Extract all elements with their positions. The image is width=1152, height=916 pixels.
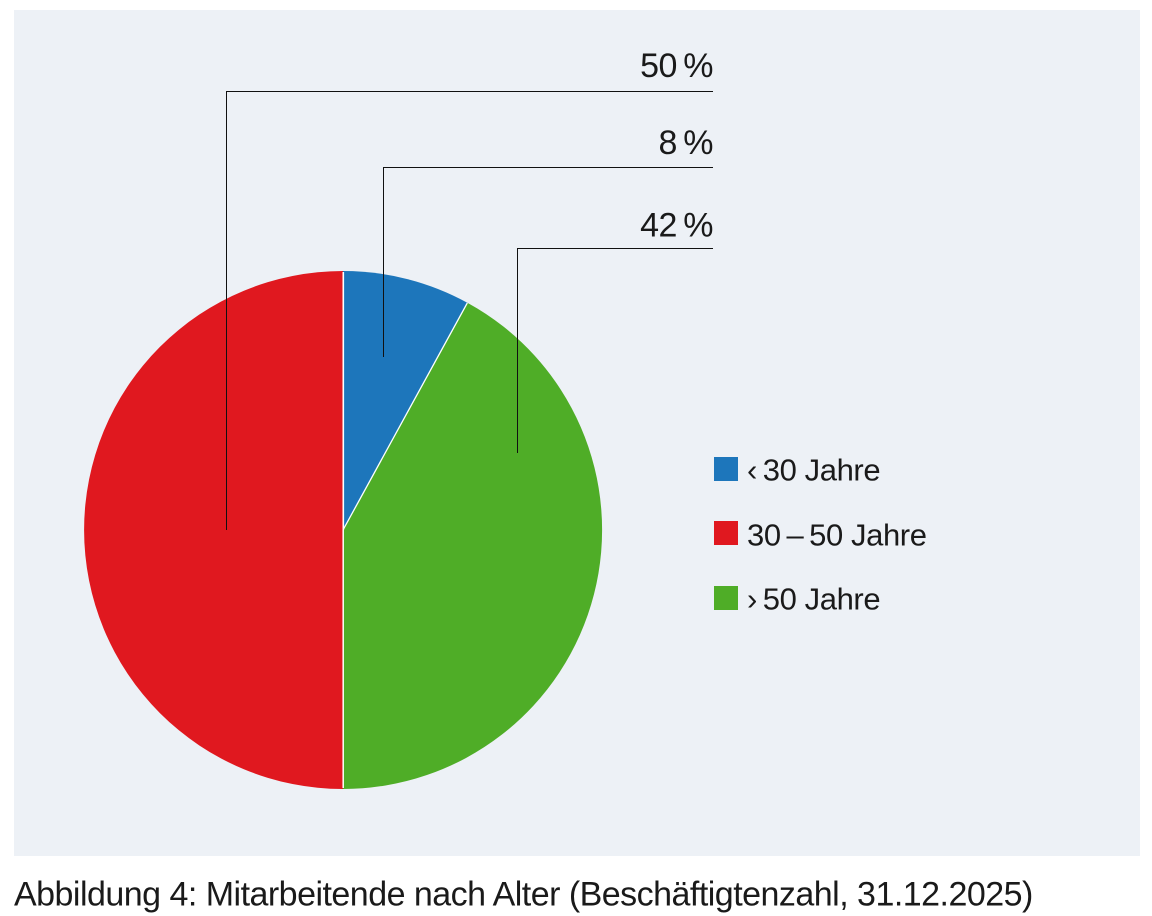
svg-text:‹ 30 Jahre: ‹ 30 Jahre <box>747 453 880 488</box>
svg-text:30 – 50 Jahre: 30 – 50 Jahre <box>747 518 927 553</box>
svg-text:8 %: 8 % <box>659 124 714 162</box>
svg-text:50 %: 50 % <box>640 47 713 85</box>
svg-text:Abbildung 4: Mitarbeitende nac: Abbildung 4: Mitarbeitende nach Alter (B… <box>14 876 1033 914</box>
svg-text:42 %: 42 % <box>640 207 713 245</box>
svg-text:› 50 Jahre: › 50 Jahre <box>747 582 880 617</box>
